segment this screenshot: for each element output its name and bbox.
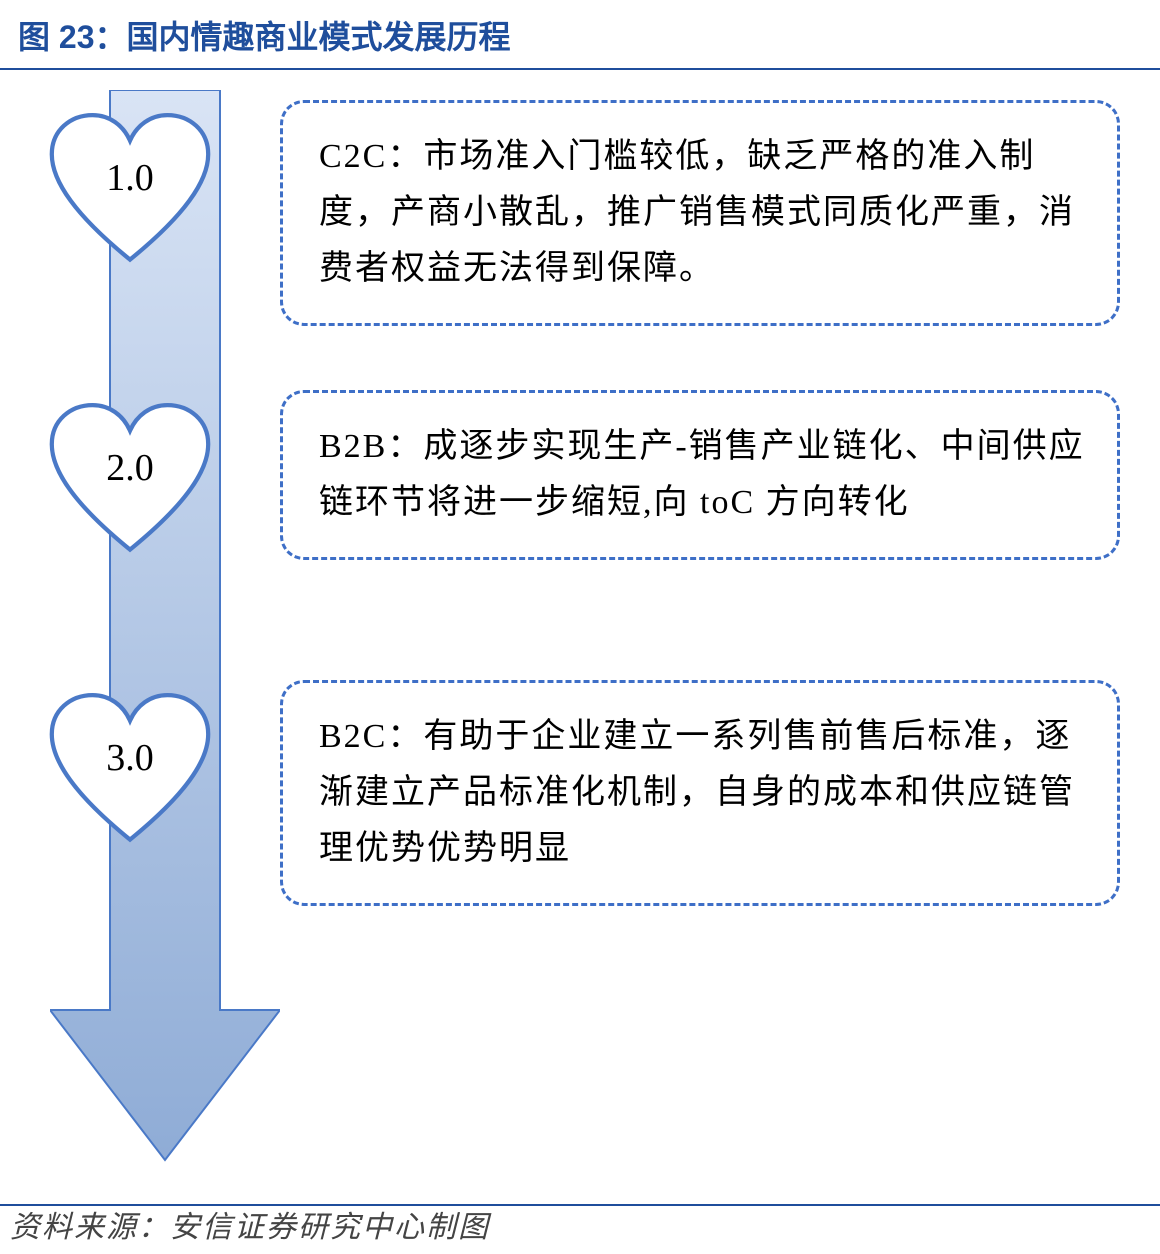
stage-label-1: 1.0: [45, 156, 215, 200]
stage-box-2: B2B：成逐步实现生产-销售产业链化、中间供应链环节将进一步缩短,向 toC 方…: [280, 390, 1120, 560]
stage-box-1: C2C：市场准入门槛较低，缺乏严格的准入制度，产商小散乱，推广销售模式同质化严重…: [280, 100, 1120, 326]
diagram-area: 1.0 2.0 3.0 C2C：市场准入门槛较低，缺乏严格的准入制度，产商小散乱…: [0, 70, 1160, 1180]
stage-label-3: 3.0: [45, 736, 215, 780]
stage-text-3: B2C：有助于企业建立一系列售前售后标准，逐渐建立产品标准化机制，自身的成本和供…: [319, 709, 1087, 877]
stage-label-2: 2.0: [45, 446, 215, 490]
stage-heart-2: 2.0: [45, 400, 215, 570]
stage-text-1: C2C：市场准入门槛较低，缺乏严格的准入制度，产商小散乱，推广销售模式同质化严重…: [319, 129, 1087, 297]
stage-box-3: B2C：有助于企业建立一系列售前售后标准，逐渐建立产品标准化机制，自身的成本和供…: [280, 680, 1120, 906]
figure-title-bar: 图 23：国内情趣商业模式发展历程: [0, 0, 1160, 70]
stage-heart-1: 1.0: [45, 110, 215, 280]
source-citation: 资料来源：安信证券研究中心制图: [10, 1202, 490, 1246]
stage-text-2: B2B：成逐步实现生产-销售产业链化、中间供应链环节将进一步缩短,向 toC 方…: [319, 419, 1087, 531]
figure-title: 图 23：国内情趣商业模式发展历程: [18, 19, 511, 55]
stage-heart-3: 3.0: [45, 690, 215, 860]
